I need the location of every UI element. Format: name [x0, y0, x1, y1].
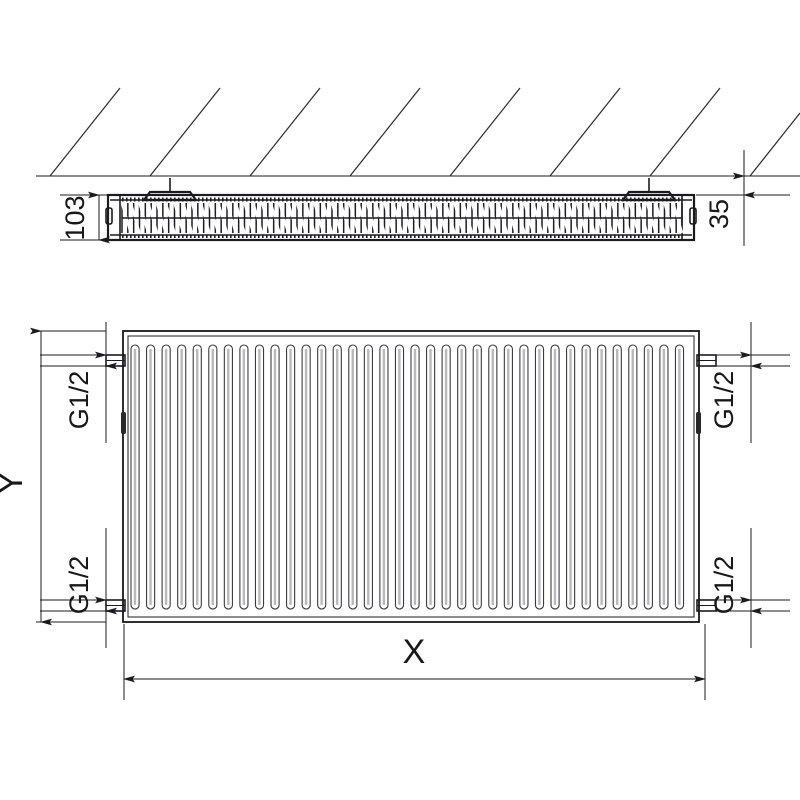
thread-label-bottom-right: G1/2 [709, 556, 739, 615]
front-fin-shadow [164, 349, 168, 605]
dimension-depth-103: 103 [60, 191, 112, 244]
dimension-thread-bottom-right: G1/2 [709, 528, 762, 648]
thread-label-bottom-left: G1/2 [64, 556, 94, 615]
front-fin-shadow [507, 349, 510, 605]
front-fin-shadow [398, 349, 401, 605]
front-fin-shadow [444, 349, 448, 605]
front-fin-shadow [320, 349, 323, 605]
front-fin-group [130, 344, 685, 610]
front-panel-lug-left [121, 412, 126, 434]
front-fin-shadow [242, 349, 246, 605]
front-fin-shadow [460, 349, 463, 605]
front-fin-shadow [149, 349, 152, 605]
dimension-height-y: Y [0, 327, 106, 626]
front-fin-shadow [133, 349, 137, 605]
dimension-label-depth: 103 [60, 195, 90, 240]
front-panel-lug-right [696, 412, 701, 434]
front-fin-shadow [475, 349, 479, 605]
front-fin-shadow [335, 349, 339, 605]
dimension-width-x: X [123, 624, 706, 700]
front-fin-shadow [195, 349, 199, 605]
dimension-label-wall-gap: 35 [704, 199, 734, 229]
front-fin-shadow [522, 349, 526, 605]
front-fin-shadow [273, 349, 277, 605]
front-fin-shadow [258, 349, 261, 605]
front-fin-shadow [227, 349, 230, 605]
top-section-view: 103 35 [36, 87, 800, 246]
front-fin-shadow [289, 349, 292, 605]
front-fin-shadow [491, 349, 494, 605]
front-fin-shadow [569, 349, 572, 605]
front-fin-shadow [678, 349, 681, 605]
front-elevation-view: G1/2 G1/2 G1/2 G1/2 Y [0, 322, 790, 700]
front-fin-shadow [553, 349, 557, 605]
front-fin-shadow [304, 349, 308, 605]
front-fin-shadow [429, 349, 432, 605]
front-fin-shadow [538, 349, 541, 605]
wall-hatching [49, 87, 800, 177]
front-fin-shadow [647, 349, 650, 605]
section-side-lug-right [689, 207, 697, 225]
front-fin-shadow [180, 349, 183, 605]
convector-fin-pattern [120, 197, 684, 238]
dimension-thread-bottom-left: G1/2 [64, 528, 117, 648]
radiator-front-panel-inner [127, 335, 695, 618]
dimension-gap-35: 35 [696, 150, 790, 246]
front-fin-shadow [211, 349, 214, 605]
dimension-label-height: Y [0, 472, 30, 495]
front-fin-shadow [413, 349, 417, 605]
front-fin-shadow [584, 349, 588, 605]
dimension-thread-top-right: G1/2 [709, 322, 762, 443]
front-fin-shadow [662, 349, 666, 605]
front-fin-shadow [600, 349, 603, 605]
thread-label-top-right: G1/2 [709, 371, 739, 430]
front-fin-shadow [631, 349, 634, 605]
thread-label-top-left: G1/2 [64, 371, 94, 430]
front-fin-shadow [367, 349, 370, 605]
front-fin-shadow [351, 349, 354, 605]
dimension-thread-top-left: G1/2 [64, 322, 117, 443]
dimension-label-width: X [403, 633, 426, 671]
front-fin-shadow [615, 349, 619, 605]
front-fin-shadow [382, 349, 386, 605]
